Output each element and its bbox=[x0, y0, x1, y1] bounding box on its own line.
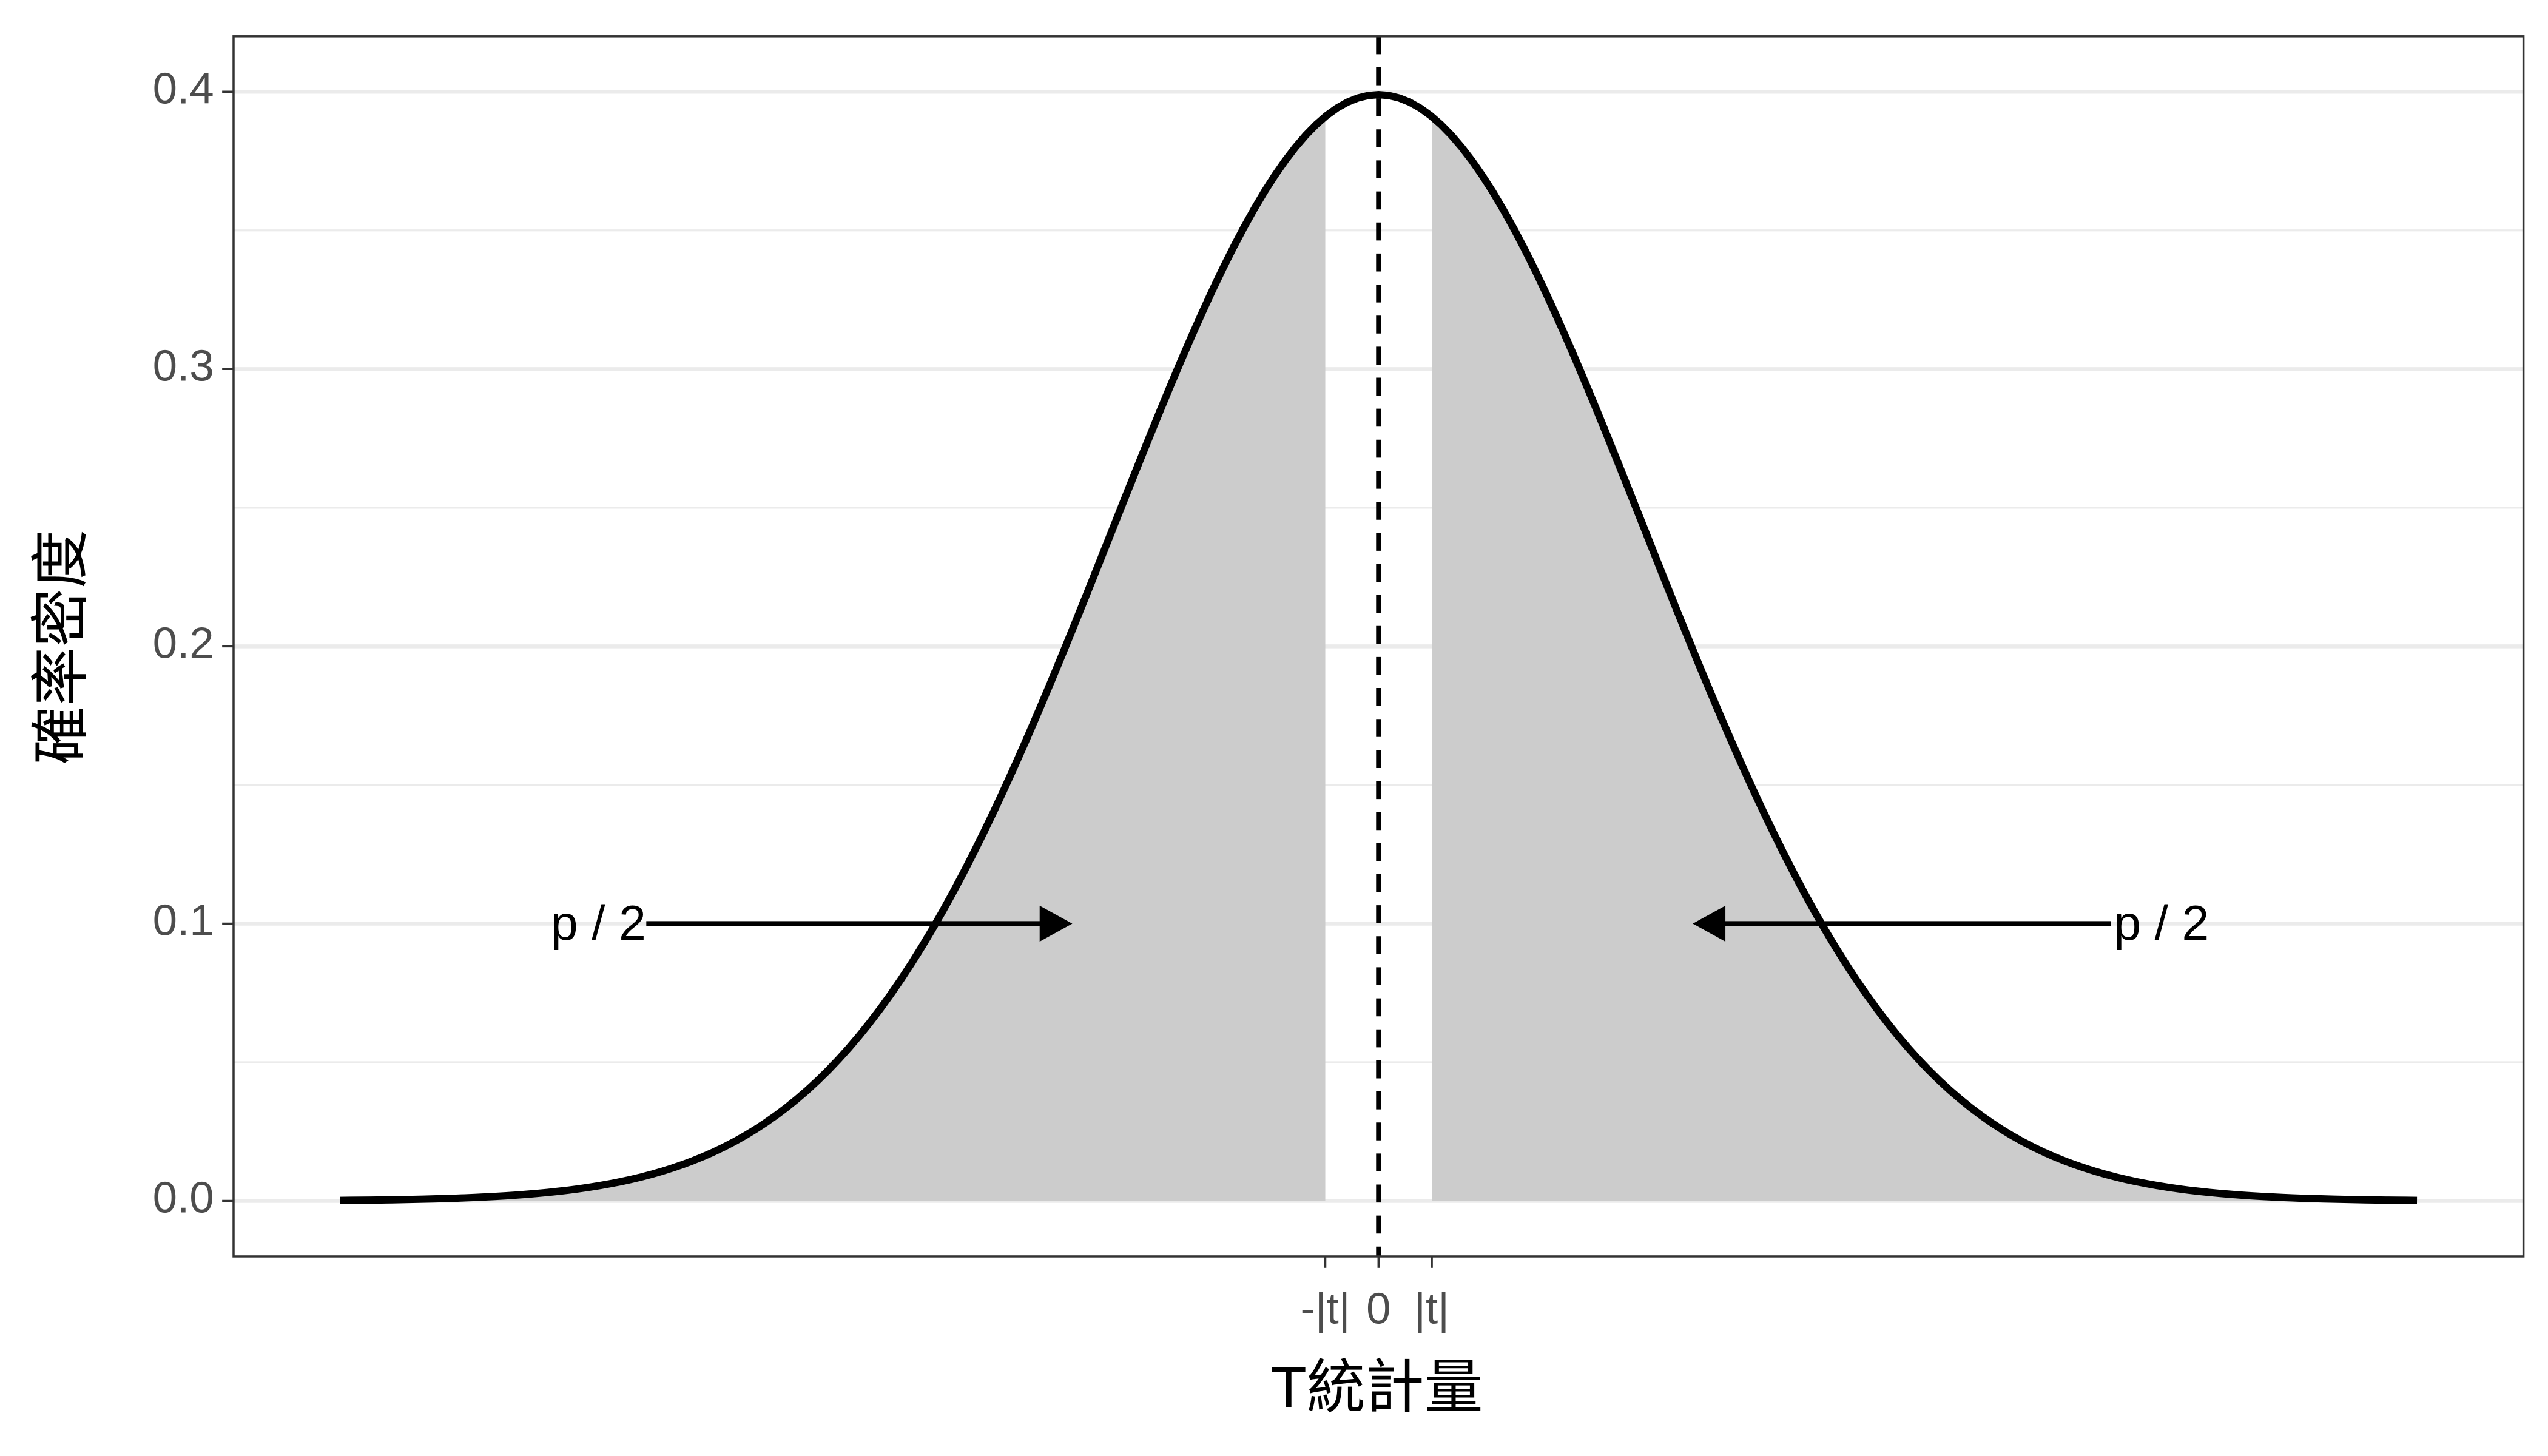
shaded-tail bbox=[1432, 116, 2418, 1201]
y-tick-label: 0.2 bbox=[153, 619, 214, 668]
y-tick-label: 0.4 bbox=[153, 64, 214, 113]
x-tick-label: -|t| bbox=[1300, 1284, 1350, 1333]
y-tick-label: 0.0 bbox=[153, 1173, 214, 1222]
plot-layer: p / 2 p / 2 bbox=[234, 36, 2524, 1256]
annotation: p / 2 bbox=[551, 896, 646, 951]
y-tick-label: 0.1 bbox=[153, 896, 214, 945]
shaded-tail bbox=[340, 116, 1326, 1201]
y-axis-title: 確率密度 bbox=[27, 530, 93, 765]
arrow-head bbox=[1693, 905, 1726, 942]
x-tick-label: 0 bbox=[1366, 1284, 1390, 1333]
annotation: p / 2 bbox=[2114, 896, 2209, 951]
x-tick-label: |t| bbox=[1414, 1284, 1449, 1333]
y-tick-label: 0.3 bbox=[153, 342, 214, 391]
arrow-head bbox=[1039, 905, 1073, 942]
density-curve bbox=[340, 90, 2418, 1204]
x-axis-title: T統計量 bbox=[1271, 1354, 1483, 1420]
